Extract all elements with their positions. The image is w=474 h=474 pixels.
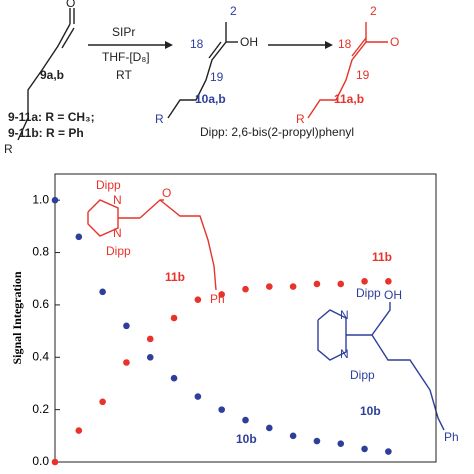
reagent: THF-[D₈] [102, 50, 150, 64]
point [361, 445, 368, 453]
point [194, 296, 202, 303]
atom: Ph [444, 430, 459, 444]
y-tick-label: 1.0 [32, 192, 49, 206]
series-label: 10b [236, 432, 257, 446]
atom-number: 19 [210, 70, 224, 84]
point [266, 283, 273, 290]
structure-10b: Dipp N N Dipp OH Ph 10b [340, 286, 459, 444]
point [51, 196, 59, 204]
scheme-labels: 9a,b SIPr THF-[D₈] RT 9-11a: R = CH₃; 9-… [4, 0, 399, 156]
series-label: 11b [372, 250, 392, 264]
point [99, 398, 106, 406]
point [266, 424, 273, 432]
atom: O [390, 35, 399, 49]
reagent: RT [116, 68, 132, 82]
atom-number: 2 [230, 4, 237, 18]
atom: OH [384, 288, 402, 302]
point [385, 278, 392, 285]
y-tick-label: 0.6 [32, 297, 49, 311]
y-axis-label: Signal Integration [10, 271, 24, 364]
atom-number: 19 [356, 68, 370, 82]
point [123, 359, 130, 366]
point [313, 437, 321, 445]
point [51, 458, 59, 466]
atom: OH [240, 35, 258, 49]
atom-number: 2 [370, 4, 377, 18]
y-tick-label: 0.8 [32, 245, 49, 259]
point [242, 416, 249, 424]
atom: R [4, 142, 13, 156]
point [289, 432, 297, 440]
point [146, 335, 154, 343]
y-tick-label: 0.4 [32, 349, 49, 363]
y-tick-label: 0.0 [32, 454, 49, 468]
plot-frame [54, 173, 437, 463]
atom: O [66, 0, 75, 10]
legend-note: 9-11a: R = CH₃; [8, 110, 95, 124]
atom: N [113, 193, 122, 207]
atom: R [155, 112, 164, 126]
point [218, 406, 225, 413]
compound-label: 11a,b [334, 92, 364, 106]
point [361, 278, 368, 285]
point [337, 280, 345, 288]
compound-label: 10a,b [195, 92, 226, 106]
point [75, 427, 83, 434]
point [170, 314, 178, 322]
point [99, 288, 106, 296]
legend-note: Dipp: 2,6-bis(2-propyl)phenyl [200, 125, 354, 139]
atom-number: 18 [190, 37, 204, 51]
atom-number: 18 [338, 37, 352, 51]
point [123, 322, 130, 330]
legend-note: 9-11b: R = Ph [8, 126, 84, 140]
point [194, 393, 202, 400]
structure-11b: Dipp N N Dipp O Ph 11b [96, 178, 225, 306]
point [289, 283, 297, 290]
atom: Dipp [96, 178, 121, 192]
point [313, 280, 321, 288]
atom: N [113, 226, 122, 240]
compound-label: 11b [165, 270, 185, 284]
point [242, 285, 249, 293]
atom: R [296, 112, 305, 126]
point [170, 374, 178, 382]
point [385, 448, 392, 455]
atom: O [162, 186, 171, 200]
atom: Dipp [106, 244, 131, 258]
compound-label: 10b [360, 404, 381, 418]
compound-label: 9a,b [40, 68, 64, 82]
point [146, 353, 154, 361]
point [218, 291, 225, 298]
atom: Dipp [356, 286, 381, 300]
atom: N [340, 308, 349, 322]
atom: N [340, 347, 349, 361]
atom: Dipp [350, 368, 375, 382]
point [75, 233, 83, 241]
y-tick-label: 0.2 [32, 402, 49, 416]
point [337, 440, 345, 447]
scheme-drawing [17, 8, 445, 431]
reagent: SIPr [112, 25, 135, 39]
